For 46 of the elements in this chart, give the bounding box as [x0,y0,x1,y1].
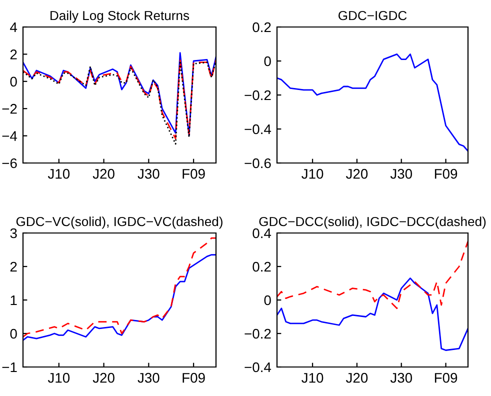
y-tick-label: 2 [10,262,17,272]
x-tick-label: J20 [346,372,368,383]
y-tick-label: 0 [10,76,17,87]
x-tick-label: J30 [390,372,412,383]
line-series [277,240,468,310]
y-tick-label: 0.2 [252,262,271,272]
y-tick-label: −4 [2,131,18,141]
y-tick-label: 4 [10,22,18,32]
x-tick-label: J10 [302,372,324,383]
y-tick-label: 0.4 [252,228,272,238]
x-tick-label: J30 [390,168,412,179]
chart-title: GDC−VC(solid), IGDC−VC(dashed) [16,216,222,229]
y-tick-label: −0.2 [244,328,271,339]
x-tick-label: J20 [346,168,368,179]
x-tick-label: J20 [92,168,114,179]
line-series [277,278,468,351]
line-series [23,254,216,341]
x-tick-label: J10 [302,168,324,179]
line-series [277,54,468,152]
x-tick-label: J30 [138,372,160,383]
y-tick-label: 2 [10,50,17,60]
y-tick-label: 0 [264,56,271,66]
line-series [23,237,216,338]
x-tick-label: J20 [92,372,114,383]
chart-title: GDC−IGDC [338,10,407,20]
x-tick-label: F09 [434,372,458,383]
x-tick-label: J10 [48,168,70,179]
x-tick-label: J30 [138,168,160,179]
x-tick-label: F09 [434,168,458,179]
x-tick-label: F09 [182,168,205,179]
x-tick-label: J10 [48,372,70,383]
x-tick-label: F09 [182,372,205,383]
y-tick-label: −6 [2,158,17,168]
y-tick-label: −2 [2,104,17,114]
y-tick-label: −0.2 [244,90,271,100]
y-tick-label: −1 [2,362,17,372]
y-tick-label: 0 [10,328,17,339]
chart-title: Daily Log Stock Returns [50,10,190,23]
y-tick-label: 1 [10,295,17,306]
y-tick-label: −0.6 [244,158,271,168]
y-tick-label: −0.4 [244,124,272,134]
y-tick-label: 3 [10,228,17,238]
chart-title: GDC−DCC(solid), IGDC−DCC(dashed) [259,216,486,229]
y-tick-label: 0 [264,295,271,306]
y-tick-label: 0.2 [252,22,271,32]
y-tick-label: −0.4 [244,362,272,372]
